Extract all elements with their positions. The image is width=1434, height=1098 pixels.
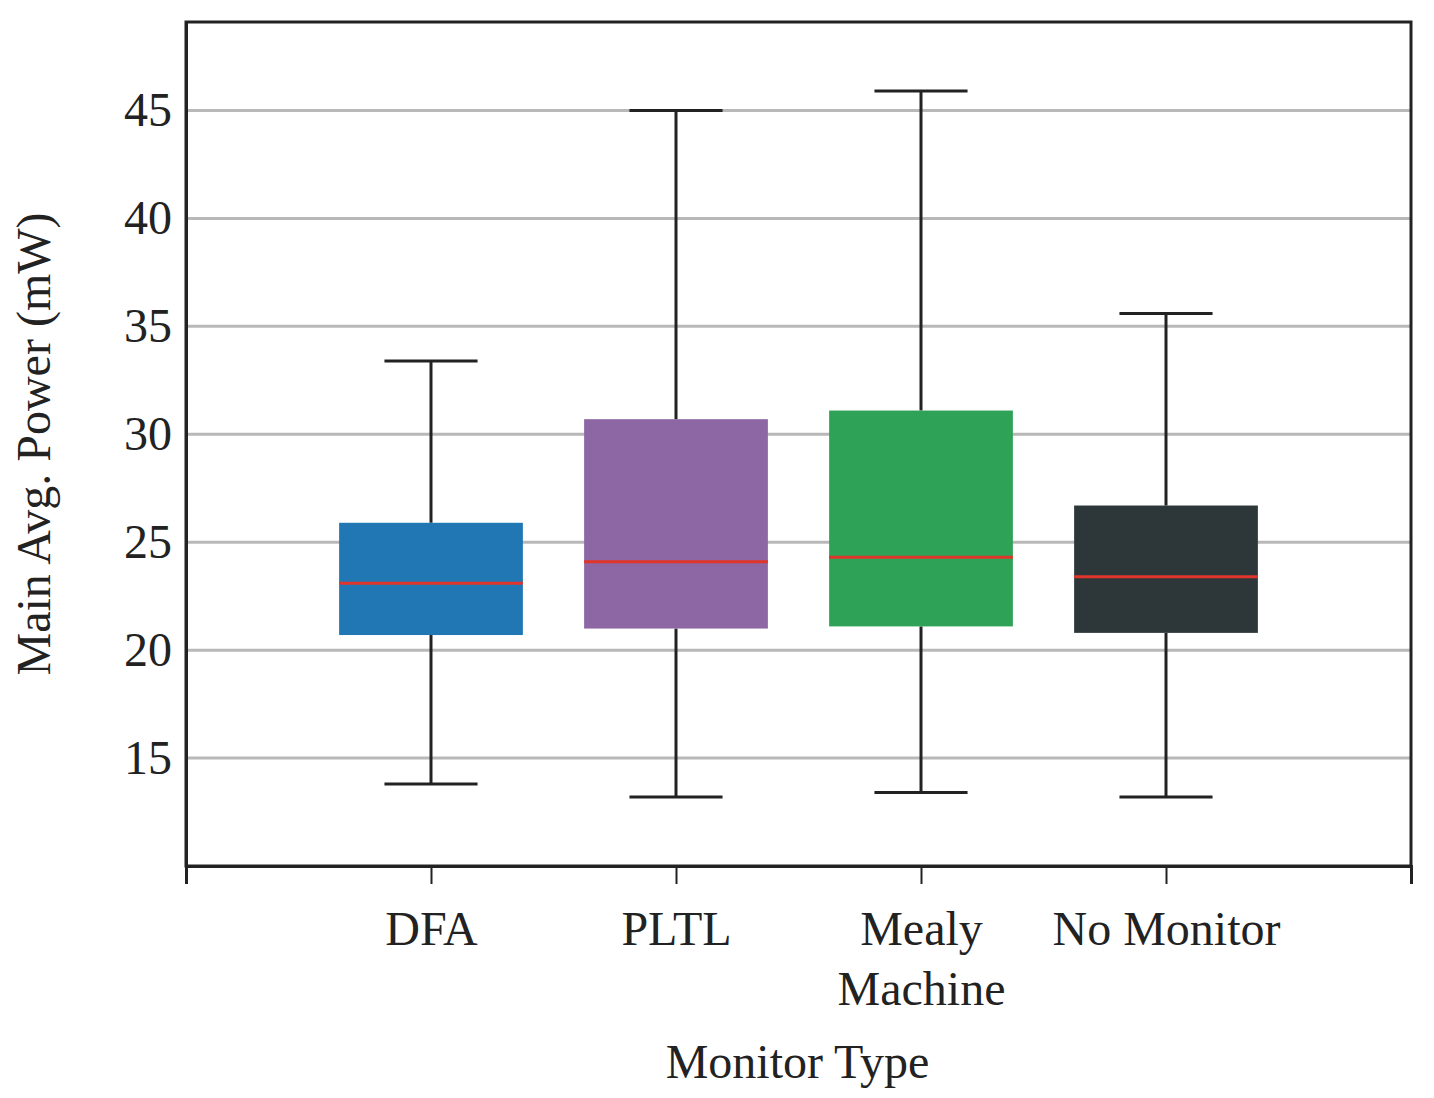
y-tick: 20 [124, 623, 186, 676]
upper-whisker [430, 361, 433, 523]
x-tick: No Monitor [1053, 866, 1281, 955]
box [584, 419, 768, 628]
upper-whisker [920, 91, 923, 410]
median-line [584, 560, 768, 563]
box-group [1074, 313, 1258, 797]
plot-frame [186, 22, 1411, 866]
grid-line [186, 217, 1411, 220]
x-tick-label-line: Mealy [860, 902, 983, 955]
x-tick-label: PLTL [621, 902, 731, 955]
grid-line [186, 757, 1411, 760]
upper-cap [629, 109, 722, 112]
box-group [829, 91, 1013, 793]
x-axis-title: Monitor Type [666, 1035, 930, 1088]
y-tick: 35 [124, 299, 186, 352]
y-tick-label: 45 [124, 83, 172, 136]
box [1074, 506, 1258, 633]
x-tick-label: Mealy Machine [838, 902, 1006, 1015]
lower-cap [629, 795, 722, 798]
y-tick: 40 [124, 191, 186, 244]
y-tick-label: 35 [124, 299, 172, 352]
y-axis: 15 20 25 30 35 40 45 [124, 23, 187, 867]
boxes [339, 91, 1258, 797]
x-tick-label-line: Machine [838, 962, 1006, 1015]
x-tick-label-line: No Monitor [1053, 902, 1281, 955]
grid-line [186, 649, 1411, 652]
upper-cap [1119, 312, 1212, 315]
y-tick-label: 20 [124, 623, 172, 676]
x-tick-label: DFA [385, 902, 478, 955]
x-tick-mark [921, 866, 923, 884]
lower-cap [384, 782, 477, 785]
lower-whisker [430, 635, 433, 784]
grid-line [186, 325, 1411, 328]
grid-line [186, 109, 1411, 112]
median-line [829, 556, 1013, 559]
y-tick-label: 15 [124, 731, 172, 784]
y-tick-label: 30 [124, 407, 172, 460]
box-group [584, 111, 768, 797]
x-tick-mark [676, 866, 678, 884]
lower-whisker [675, 629, 678, 797]
chart-container: 15 20 25 30 35 40 45 DFA PLTL Mealy Machine No Moni… [0, 0, 1434, 1098]
box [829, 411, 1013, 627]
x-axis: DFA PLTL Mealy Machine No Monitor [187, 866, 1412, 1015]
grid-line [186, 433, 1411, 436]
lower-cap [1119, 795, 1212, 798]
grid [186, 111, 1411, 759]
upper-whisker [675, 111, 678, 420]
upper-cap [874, 90, 967, 93]
x-axis-line [187, 867, 1412, 885]
x-tick-mark [431, 866, 433, 884]
box-group [339, 361, 523, 784]
y-tick-label: 40 [124, 191, 172, 244]
x-tick-label: No Monitor [1053, 902, 1281, 955]
box [339, 523, 523, 635]
lower-cap [874, 791, 967, 794]
y-tick: 30 [124, 407, 186, 460]
y-tick: 15 [124, 731, 186, 784]
x-tick-mark [1166, 866, 1168, 884]
y-tick: 45 [124, 83, 186, 136]
y-tick: 25 [124, 515, 186, 568]
chart-svg: 15 20 25 30 35 40 45 DFA PLTL Mealy Machine No Moni… [0, 0, 1434, 1098]
lower-whisker [920, 626, 923, 792]
median-line [1074, 575, 1258, 578]
x-tick: DFA [385, 866, 478, 955]
lower-whisker [1165, 633, 1168, 797]
y-tick-label: 25 [124, 515, 172, 568]
y-axis-line [185, 23, 188, 867]
x-tick-label-line: PLTL [621, 902, 731, 955]
x-tick: Mealy Machine [838, 866, 1006, 1015]
x-tick-label-line: DFA [385, 902, 478, 955]
upper-cap [384, 359, 477, 362]
y-axis-title: Main Avg. Power (mW) [7, 212, 61, 675]
upper-whisker [1165, 313, 1168, 505]
median-line [339, 582, 523, 585]
x-tick: PLTL [621, 866, 731, 955]
